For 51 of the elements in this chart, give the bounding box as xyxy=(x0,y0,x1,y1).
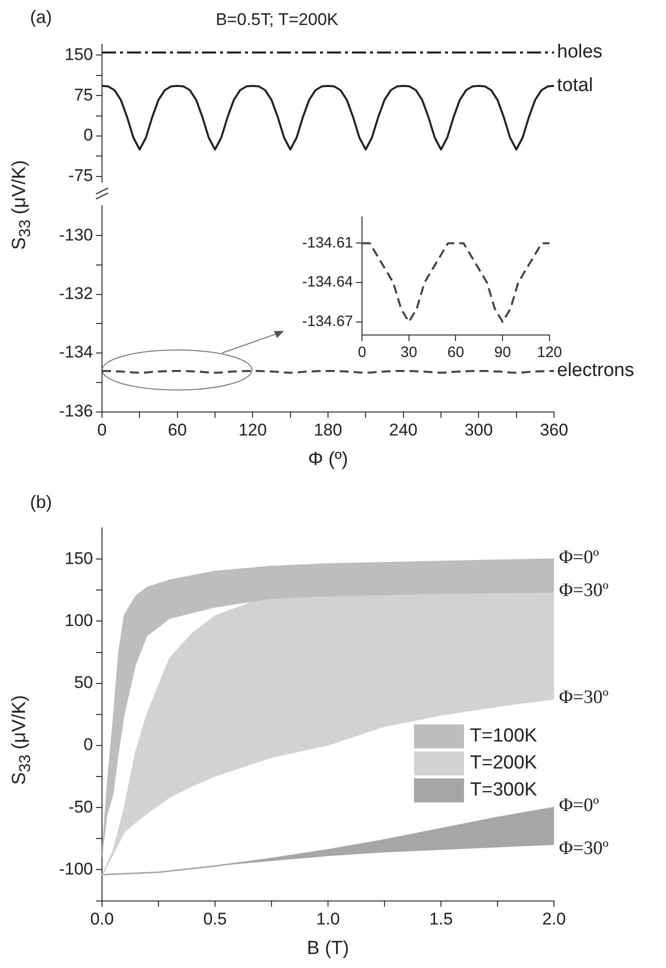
series-label: electrons xyxy=(557,360,634,382)
y-tick-label: -136 xyxy=(58,401,93,420)
y-tick-label: -134 xyxy=(58,342,93,362)
text: (b) xyxy=(30,492,52,512)
x-tick-label: 1.5 xyxy=(429,910,453,929)
text: (a) xyxy=(30,6,52,27)
text: Φ=0º xyxy=(559,546,600,568)
y-tick-label: 100 xyxy=(64,610,93,630)
x-tick-label: 240 xyxy=(389,420,418,440)
y-tick-label: 50 xyxy=(74,673,93,692)
x-tick-label: 90 xyxy=(494,344,511,362)
y-tick-label: 75 xyxy=(74,85,93,104)
y-tick-label: -50 xyxy=(68,797,93,816)
x-tick-label: 0.0 xyxy=(90,910,114,929)
legend-label: T=100K xyxy=(470,726,538,747)
x-tick-label: 0.5 xyxy=(203,910,227,929)
x-tick-label: 360 xyxy=(540,420,568,440)
y-tick-label: -75 xyxy=(68,166,93,186)
x-tick-label: 1.0 xyxy=(316,910,340,929)
x-tick-label: 300 xyxy=(464,420,493,440)
x-tick-label: 120 xyxy=(238,420,267,440)
y-tick-label: -134.61 xyxy=(302,234,353,252)
chart-title: B=0.5T; T=200K xyxy=(216,10,339,29)
y-tick-label: 0 xyxy=(84,126,93,145)
y-tick-label: -100 xyxy=(58,859,93,878)
text: Φ=30º xyxy=(559,580,609,601)
x-tick-label: 60 xyxy=(168,420,187,440)
y-tick-label: -130 xyxy=(58,225,93,244)
x-axis-title: Φ (º) xyxy=(308,448,348,470)
legend-label: T=200K xyxy=(470,752,538,774)
y-tick-label: -132 xyxy=(58,284,93,303)
text: Φ=30º xyxy=(559,838,609,859)
x-tick-label: 0 xyxy=(97,420,107,440)
x-tick-label: 0 xyxy=(358,344,366,362)
y-tick-label: -134.64 xyxy=(302,274,353,291)
text: Φ=0º xyxy=(559,794,600,816)
x-tick-label: 180 xyxy=(314,420,342,440)
x-tick-label: 30 xyxy=(400,344,418,362)
y-tick-label: 150 xyxy=(64,44,93,64)
y-tick-label: 150 xyxy=(64,548,93,568)
x-tick-label: 2.0 xyxy=(542,910,566,929)
x-tick-label: 60 xyxy=(447,344,464,362)
x-tick-label: 120 xyxy=(536,344,562,362)
y-tick-label: -134.67 xyxy=(302,313,353,330)
series-label: holes xyxy=(557,42,602,63)
x-axis-title: B (T) xyxy=(306,938,350,959)
text: Φ=30º xyxy=(559,686,609,708)
legend-label: T=300K xyxy=(470,780,538,801)
y-tick-label: 0 xyxy=(84,735,93,754)
series-label: total xyxy=(557,75,593,96)
line-series xyxy=(362,242,550,323)
